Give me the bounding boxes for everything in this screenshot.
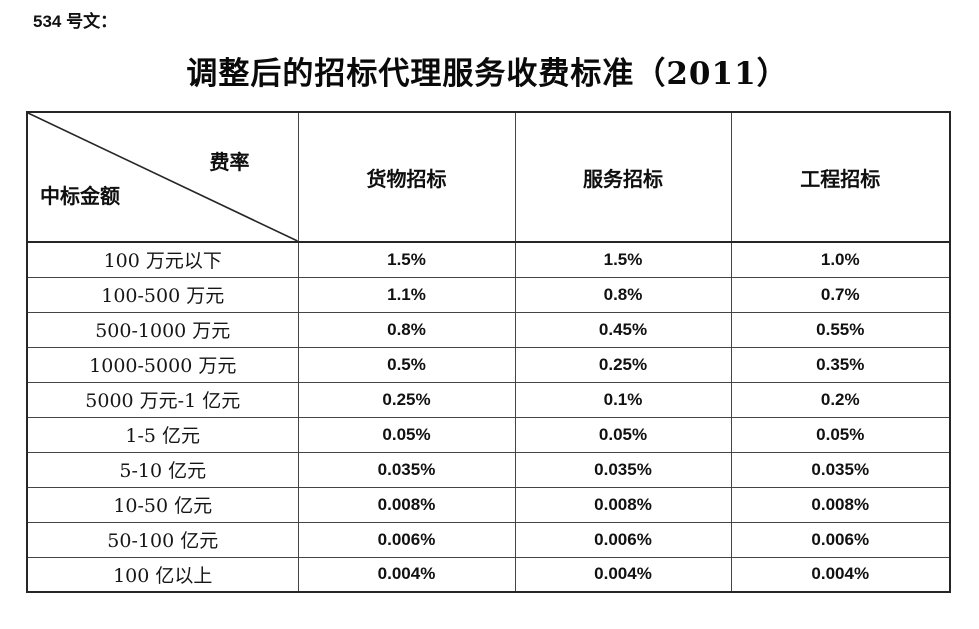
doc-number-label: 534 号文： (33, 12, 118, 31)
table-row: 1-5 亿元 0.05% 0.05% 0.05% (26, 416, 951, 453)
fee-value: 0.05% (514, 416, 732, 453)
page-title: 调整后的招标代理服务收费标准（2011） (186, 56, 789, 92)
fee-value: 0.004% (730, 556, 951, 593)
fee-value: 0.7% (730, 276, 951, 313)
fee-value: 0.035% (730, 451, 951, 488)
corner-label-amount: 中标金额 (40, 184, 120, 208)
column-header-goods: 货物招标 (297, 111, 516, 243)
fee-value: 0.006% (730, 521, 951, 558)
column-header-engineering: 工程招标 (730, 111, 951, 243)
row-label: 1000-5000 万元 (26, 346, 299, 383)
table-row: 100 万元以下 1.5% 1.5% 1.0% (26, 241, 951, 278)
table-row: 5000 万元-1 亿元 0.25% 0.1% 0.2% (26, 381, 951, 418)
column-header-services: 服务招标 (514, 111, 732, 243)
fee-value: 0.008% (730, 486, 951, 523)
row-label: 1-5 亿元 (26, 416, 299, 453)
fee-value: 0.8% (514, 276, 732, 313)
row-label: 5000 万元-1 亿元 (26, 381, 299, 418)
row-label: 10-50 亿元 (26, 486, 299, 523)
fee-value: 1.0% (730, 241, 951, 278)
fee-value: 0.25% (297, 381, 516, 418)
row-label: 100 亿以上 (26, 556, 299, 593)
fee-value: 1.5% (297, 241, 516, 278)
fee-value: 0.006% (297, 521, 516, 558)
table-row: 1000-5000 万元 0.5% 0.25% 0.35% (26, 346, 951, 383)
row-label: 100-500 万元 (26, 276, 299, 313)
fee-value: 0.05% (730, 416, 951, 453)
fee-value: 0.45% (514, 311, 732, 348)
fee-value: 0.1% (514, 381, 732, 418)
fee-value: 0.25% (514, 346, 732, 383)
row-label: 100 万元以下 (26, 241, 299, 278)
fee-value: 0.008% (297, 486, 516, 523)
fee-value: 0.004% (297, 556, 516, 593)
table-row: 100 亿以上 0.004% 0.004% 0.004% (26, 556, 951, 593)
diagonal-divider-line (28, 113, 297, 240)
table-header-row: 费率 中标金额 货物招标 服务招标 工程招标 (26, 111, 951, 243)
fee-value: 0.2% (730, 381, 951, 418)
fee-value: 0.004% (514, 556, 732, 593)
fee-value: 0.05% (297, 416, 516, 453)
table-row: 500-1000 万元 0.8% 0.45% 0.55% (26, 311, 951, 348)
fee-value: 0.35% (730, 346, 951, 383)
table-row: 100-500 万元 1.1% 0.8% 0.7% (26, 276, 951, 313)
fee-value: 0.55% (730, 311, 951, 348)
table-row: 50-100 亿元 0.006% 0.006% 0.006% (26, 521, 951, 558)
fee-table: 费率 中标金额 货物招标 服务招标 工程招标 100 万元以下 1.5% 1.5… (26, 111, 951, 593)
fee-value: 0.035% (297, 451, 516, 488)
fee-value: 0.006% (514, 521, 732, 558)
fee-value: 1.1% (297, 276, 516, 313)
fee-value: 0.008% (514, 486, 732, 523)
table-row: 10-50 亿元 0.008% 0.008% 0.008% (26, 486, 951, 523)
row-label: 50-100 亿元 (26, 521, 299, 558)
corner-label-rate: 费率 (209, 150, 250, 174)
fee-value: 1.5% (514, 241, 732, 278)
fee-value: 0.035% (514, 451, 732, 488)
row-label: 5-10 亿元 (26, 451, 299, 488)
row-label: 500-1000 万元 (26, 311, 299, 348)
fee-value: 0.8% (297, 311, 516, 348)
corner-header-cell: 费率 中标金额 (26, 111, 299, 243)
fee-value: 0.5% (297, 346, 516, 383)
table-row: 5-10 亿元 0.035% 0.035% 0.035% (26, 451, 951, 488)
